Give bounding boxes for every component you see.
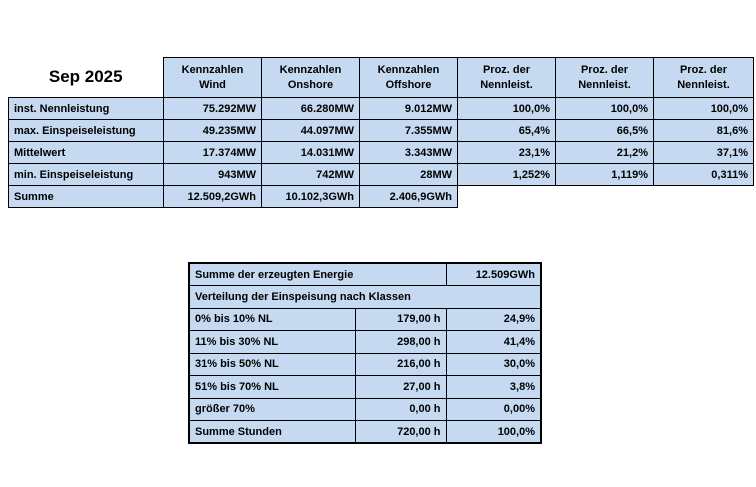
cell-wind: 943MW [163,163,262,186]
class-label: 31% bis 50% NL [188,352,356,376]
class-row: größer 70% 0,00 h 0,00% [188,397,542,421]
class-label: 0% bis 10% NL [188,307,356,331]
empty-cell [556,186,654,208]
class-hours: 298,00 h [354,330,447,354]
class-row-total: Summe Stunden 720,00 h 100,0% [188,420,542,444]
cell-proz-onshore: 66,5% [555,119,654,142]
cell-proz-wind: 100,0% [457,97,556,120]
cell-offshore: 28MW [359,163,458,186]
col-header-proz-onshore: Proz. der Nennleist. [555,57,654,98]
summary-label: Summe der erzeugten Energie [188,262,447,286]
class-row: 51% bis 70% NL 27,00 h 3,8% [188,375,542,399]
cell-offshore: 2.406,9GWh [359,185,458,208]
empty-cell [654,186,754,208]
cell-wind: 49.235MW [163,119,262,142]
row-label: Mittelwert [8,141,164,164]
table-row: inst. Nennleistung 75.292MW 66.280MW 9.0… [8,97,754,120]
cell-proz-wind: 23,1% [457,141,556,164]
col-header-proz-wind: Proz. der Nennleist. [457,57,556,98]
cell-proz-offshore: 37,1% [653,141,754,164]
class-label: 11% bis 30% NL [188,330,356,354]
class-percent: 30,0% [445,352,542,376]
cell-proz-onshore: 1,119% [555,163,654,186]
table-header-row: Sep 2025 Kennzahlen Wind Kennzahlen Onsh… [9,57,754,98]
period-title: Sep 2025 [48,67,123,87]
class-percent: 24,9% [445,307,542,331]
class-label: Summe Stunden [188,420,356,444]
class-hours: 0,00 h [354,397,447,421]
cell-onshore: 44.097MW [261,119,360,142]
col-header-proz-offshore: Proz. der Nennleist. [653,57,754,98]
col-header-wind: Kennzahlen Wind [163,57,262,98]
class-label: größer 70% [188,397,356,421]
class-row: 0% bis 10% NL 179,00 h 24,9% [188,307,542,331]
row-label: Summe [8,185,164,208]
cell-wind: 17.374MW [163,141,262,164]
class-label: 51% bis 70% NL [188,375,356,399]
cell-proz-wind: 1,252% [457,163,556,186]
col-header-offshore: Kennzahlen Offshore [359,57,458,98]
table-row-summe: Summe 12.509,2GWh 10.102,3GWh 2.406,9GWh [8,185,754,208]
cell-wind: 75.292MW [163,97,262,120]
class-percent: 100,0% [445,420,542,444]
cell-proz-offshore: 81,6% [653,119,754,142]
row-label: inst. Nennleistung [8,97,164,120]
class-hours: 27,00 h [354,375,447,399]
cell-onshore: 742MW [261,163,360,186]
kennzahlen-table: Sep 2025 Kennzahlen Wind Kennzahlen Onsh… [8,57,754,208]
col-header-onshore: Kennzahlen Onshore [261,57,360,98]
cell-wind: 12.509,2GWh [163,185,262,208]
table-row: Mittelwert 17.374MW 14.031MW 3.343MW 23,… [8,141,754,164]
table-row: min. Einspeiseleistung 943MW 742MW 28MW … [8,163,754,186]
class-percent: 0,00% [445,397,542,421]
class-percent: 41,4% [445,330,542,354]
cell-proz-offshore: 0,311% [653,163,754,186]
cell-onshore: 14.031MW [261,141,360,164]
einspeisung-klassen-table: Summe der erzeugten Energie 12.509GWh Ve… [188,262,542,444]
cell-proz-wind: 65,4% [457,119,556,142]
class-row: 31% bis 50% NL 216,00 h 30,0% [188,352,542,376]
table-row: max. Einspeiseleistung 49.235MW 44.097MW… [8,119,754,142]
cell-onshore: 66.280MW [261,97,360,120]
distribution-title: Verteilung der Einspeisung nach Klassen [188,285,542,309]
cell-proz-onshore: 21,2% [555,141,654,164]
distribution-title-row: Verteilung der Einspeisung nach Klassen [188,285,542,309]
class-hours: 720,00 h [354,420,447,444]
cell-proz-onshore: 100,0% [555,97,654,120]
summary-row: Summe der erzeugten Energie 12.509GWh [188,262,542,286]
summary-value: 12.509GWh [445,262,542,286]
row-label: min. Einspeiseleistung [8,163,164,186]
cell-offshore: 9.012MW [359,97,458,120]
row-label: max. Einspeiseleistung [8,119,164,142]
cell-onshore: 10.102,3GWh [261,185,360,208]
class-row: 11% bis 30% NL 298,00 h 41,4% [188,330,542,354]
cell-proz-offshore: 100,0% [653,97,754,120]
cell-offshore: 7.355MW [359,119,458,142]
class-percent: 3,8% [445,375,542,399]
cell-offshore: 3.343MW [359,141,458,164]
class-hours: 216,00 h [354,352,447,376]
empty-cell [458,186,556,208]
class-hours: 179,00 h [354,307,447,331]
